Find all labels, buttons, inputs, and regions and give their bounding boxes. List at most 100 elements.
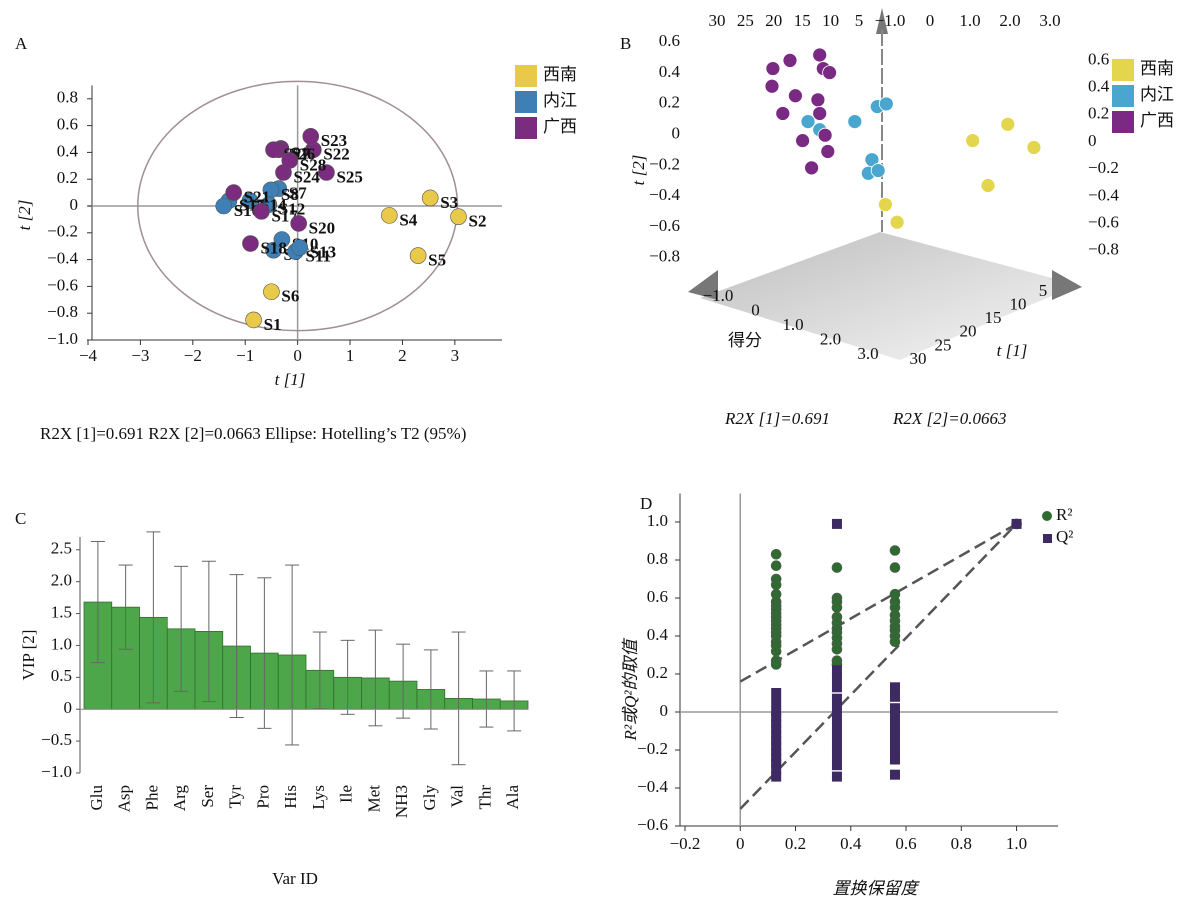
y-tick-label: −0.8: [1088, 240, 1119, 259]
point-label: S22: [323, 145, 349, 164]
legend-label: 广西: [543, 117, 577, 136]
point-label: S1: [264, 315, 282, 334]
axis-arrow: [688, 270, 718, 300]
point: [302, 128, 320, 145]
point: [889, 214, 905, 230]
point-label: S20: [309, 218, 335, 237]
x-tick-label: −0.2: [670, 834, 701, 853]
y-tick-label: 0: [64, 698, 73, 717]
x-tick-label: Met: [364, 785, 383, 813]
y-tick-label: −0.4: [1088, 185, 1119, 204]
x-tick-label: Ser: [198, 785, 217, 808]
point: [290, 215, 307, 232]
y-tick-label: −0.6: [47, 275, 78, 294]
point: [889, 769, 900, 780]
point: [804, 160, 819, 176]
point: [764, 78, 780, 94]
point-label: S24: [293, 167, 320, 186]
point: [878, 197, 893, 212]
y-tick-label: 0.4: [1088, 77, 1110, 96]
point: [800, 114, 816, 129]
z-tick-label: 15: [794, 11, 811, 30]
x-tick-label: Ala: [503, 785, 522, 810]
point: [1026, 140, 1042, 155]
point: [831, 672, 842, 683]
y-tick-label: 0: [660, 701, 669, 720]
legend-label: 内江: [543, 91, 577, 110]
x-tick-label: −1: [236, 346, 254, 365]
point: [831, 703, 842, 714]
x-axis-title: 得分: [728, 331, 762, 350]
point: [817, 127, 833, 143]
point: [889, 691, 900, 702]
x-axis-title: 置换保留度: [833, 879, 921, 898]
panel-label: C: [15, 509, 26, 528]
point: [771, 707, 782, 717]
point: [1011, 518, 1022, 529]
point-label: S23: [321, 131, 347, 150]
y-tick-label: 0.4: [57, 141, 79, 160]
legend-swatch: [1042, 511, 1052, 521]
x-tick-label: Lys: [309, 785, 328, 810]
point: [771, 735, 782, 746]
point: [242, 235, 259, 252]
y-tick-label: 0.6: [1088, 49, 1109, 68]
y-tick-label: −0.2: [649, 154, 680, 173]
point: [771, 718, 782, 729]
x-tick-label: 2.0: [820, 329, 841, 348]
x-tick-label: 1.0: [959, 11, 980, 30]
point: [245, 311, 262, 329]
legend-label: Q²: [1056, 527, 1073, 546]
x-tick-label: −1.0: [703, 286, 734, 305]
y-tick-label: 0.5: [51, 666, 72, 685]
y-tick-label: 2.5: [51, 539, 72, 558]
fit-line: [739, 523, 1018, 810]
x-tick-label: 1.0: [782, 315, 803, 334]
x-tick-label: 0.2: [785, 834, 806, 853]
z-tick-label: 10: [1010, 295, 1027, 314]
x-tick-label: Thr: [475, 785, 494, 810]
point: [771, 729, 782, 740]
y-tick-label: −0.6: [637, 815, 668, 834]
point: [831, 693, 842, 704]
point: [771, 752, 782, 763]
point: [889, 739, 900, 750]
point: [980, 178, 996, 193]
x-tick-label: −4: [79, 346, 98, 365]
x-tick-label: 0.8: [951, 834, 972, 853]
point: [782, 53, 798, 68]
point: [409, 247, 427, 264]
point: [771, 764, 782, 774]
z-tick-label: 15: [985, 308, 1002, 327]
x-tick-label: Phe: [142, 785, 161, 811]
y-tick-label: 0: [1088, 131, 1097, 150]
y-tick-label: 0.2: [647, 663, 668, 682]
point: [889, 636, 901, 648]
y-tick-label: −1.0: [47, 329, 78, 348]
y-tick-label: −0.6: [1088, 213, 1119, 232]
y-tick-label: 1.0: [647, 511, 668, 530]
z-tick-label: 10: [822, 11, 839, 30]
legend-label: 西南: [543, 65, 577, 84]
z-tick-label: 25: [737, 11, 754, 30]
point: [812, 106, 828, 121]
y-tick-label: −0.8: [47, 302, 78, 321]
point: [831, 750, 842, 761]
y-tick-label: 0.4: [647, 625, 669, 644]
point: [318, 164, 335, 181]
point: [770, 645, 782, 657]
point: [889, 682, 900, 693]
x-tick-label: −2: [184, 346, 202, 365]
y-tick-label: −1.0: [41, 762, 72, 781]
legend-swatch: [1112, 85, 1134, 107]
z-axis-title: t [1]: [997, 341, 1028, 360]
point-label: S4: [399, 210, 417, 229]
x-tick-label: 0: [736, 834, 745, 853]
point: [889, 703, 900, 714]
point: [253, 203, 270, 220]
z-tick-label: 5: [1039, 281, 1048, 300]
point: [889, 562, 901, 573]
x-tick-label: 0: [926, 11, 935, 30]
point: [831, 665, 842, 676]
legend-swatch: [515, 91, 537, 113]
